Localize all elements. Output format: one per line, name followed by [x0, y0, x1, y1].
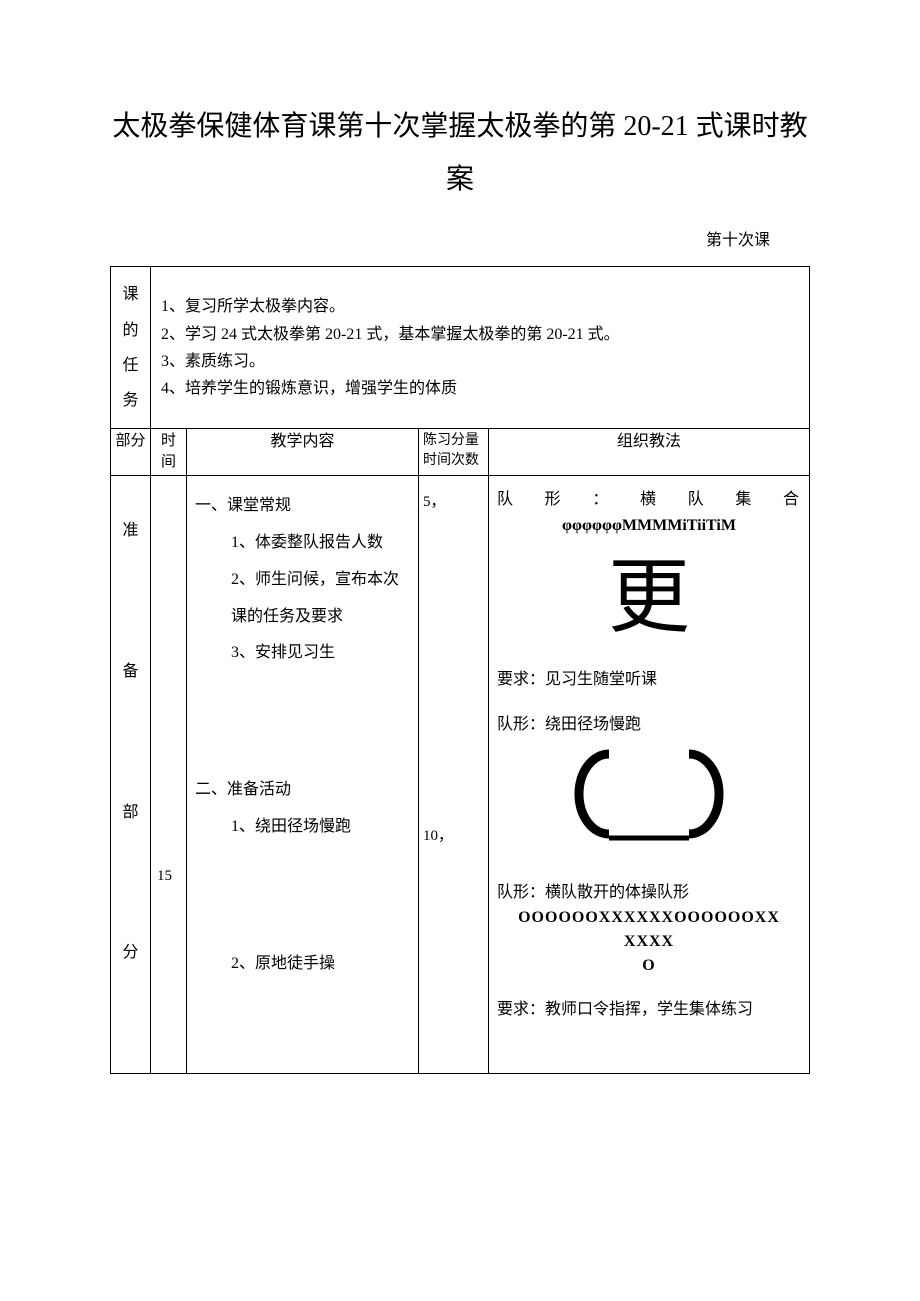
task-item: 4、培养学生的锻炼意识，增强学生的体质 [161, 375, 799, 402]
formation-label: 队形：横队集合 [497, 486, 801, 513]
formation-symbols: φφφφφφMMMMiTiiTiM [497, 513, 801, 539]
ox-symbols: XXXX [497, 930, 801, 954]
load-value: 10， [423, 824, 458, 848]
big-char-icon: 更 [497, 545, 801, 652]
content-item: 2、原地徒手操 [195, 946, 410, 983]
load-value: 5， [423, 490, 458, 514]
ox-symbols: O [497, 954, 801, 978]
ox-symbols: OOOOOOXXXXXXOOOOOOXX [497, 906, 801, 930]
task-item: 1、复习所学太极拳内容。 [161, 293, 799, 320]
prep-part-label: 准备部分 [111, 476, 151, 1074]
requirement: 要求：教师口令指挥，学生集体练习 [497, 996, 801, 1023]
task-item: 3、素质练习。 [161, 348, 799, 375]
task-item: 2、学习 24 式太极拳第 20-21 式，基本掌握太极拳的第 20-21 式。 [161, 321, 799, 348]
prep-content: 一、课堂常规 1、体委整队报告人数 2、师生问候，宣布本次 课的任务及要求 3、… [187, 476, 419, 1074]
content-item: 1、绕田径场慢跑 [195, 809, 410, 846]
prep-time: 15 [151, 476, 187, 1074]
content-item: 2、师生问候，宣布本次 [195, 562, 410, 599]
header-method: 组织教法 [489, 429, 810, 476]
header-part: 部分 [111, 429, 151, 476]
page-subtitle: 第十次课 [110, 226, 810, 250]
lesson-plan-table: 课的任务 1、复习所学太极拳内容。 2、学习 24 式太极拳第 20-21 式，… [110, 266, 810, 1074]
formation-label: 队形：绕田径场慢跑 [497, 711, 801, 738]
formation-label: 队形：横队散开的体操队形 [497, 879, 801, 906]
section-title: 二、准备活动 [195, 772, 410, 809]
page-title: 太极拳保健体育课第十次掌握太极拳的第 20-21 式课时教案 [110, 100, 810, 206]
header-time: 时间 [151, 429, 187, 476]
section-title: 一、课堂常规 [195, 488, 410, 525]
prep-load-right [462, 476, 488, 1074]
tasks-row: 课的任务 1、复习所学太极拳内容。 2、学习 24 式太极拳第 20-21 式，… [111, 267, 810, 429]
requirement: 要求：见习生随堂听课 [497, 666, 801, 693]
content-item: 3、安排见习生 [195, 635, 410, 672]
header-load: 陈习分量时间次数 [419, 429, 489, 476]
content-item: 课的任务及要求 [195, 599, 410, 636]
header-content: 教学内容 [187, 429, 419, 476]
tasks-content: 1、复习所学太极拳内容。 2、学习 24 式太极拳第 20-21 式，基本掌握太… [151, 267, 810, 429]
header-row: 部分 时间 教学内容 陈习分量时间次数 组织教法 [111, 429, 810, 476]
prep-load-left: 5， 10， [419, 476, 463, 1074]
oval-track-icon [497, 742, 801, 861]
prep-method: 队形：横队集合 φφφφφφMMMMiTiiTiM 更 要求：见习生随堂听课 队… [489, 476, 810, 1074]
content-item: 1、体委整队报告人数 [195, 525, 410, 562]
tasks-label: 课的任务 [111, 267, 151, 429]
prep-row: 准备部分 15 一、课堂常规 1、体委整队报告人数 2、师生问候，宣布本次 课的… [111, 476, 810, 1074]
